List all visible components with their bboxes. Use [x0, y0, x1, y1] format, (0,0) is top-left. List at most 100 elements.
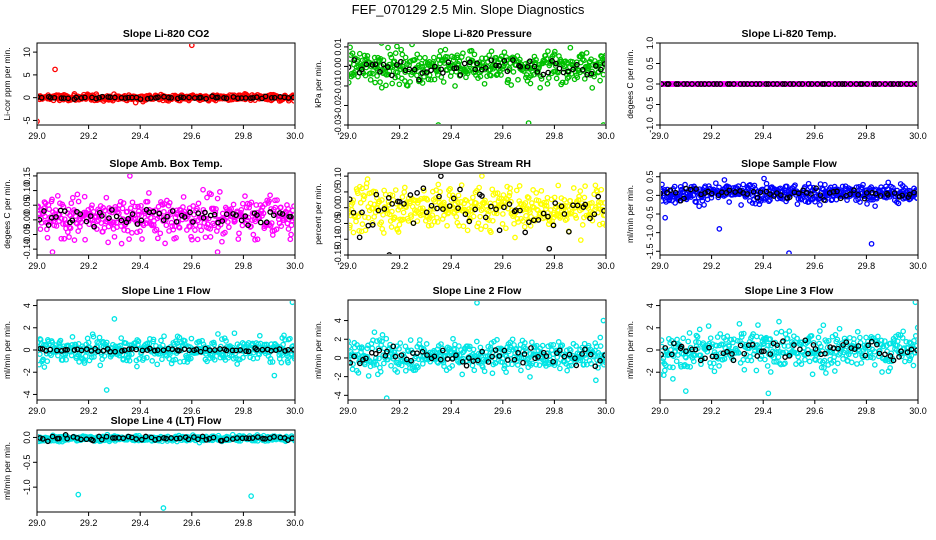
point-all [455, 192, 462, 199]
point-all [544, 80, 551, 87]
point-mean [771, 193, 777, 199]
point-mean [535, 217, 542, 223]
point-all [509, 361, 515, 368]
point-outlier [474, 301, 480, 306]
point-mean [714, 81, 720, 87]
point-all [176, 224, 183, 231]
point-mean [744, 191, 751, 197]
point-all [135, 208, 142, 215]
point-mean [257, 219, 264, 226]
point-all [545, 48, 551, 55]
point-mean [796, 81, 802, 87]
point-all [551, 51, 557, 58]
y-tick-label: 0.5 [645, 170, 655, 183]
point-mean [211, 347, 218, 353]
point-mean [137, 96, 144, 102]
point-all [601, 59, 605, 66]
point-mean [392, 353, 399, 360]
point-mean [202, 209, 208, 216]
point-mean [396, 198, 403, 205]
point-mean [482, 214, 489, 221]
point-mean [579, 351, 585, 357]
point-all [491, 200, 498, 207]
point-all [129, 199, 136, 206]
panel-title: Slope Li-820 Pressure [422, 28, 532, 40]
point-all [374, 338, 380, 344]
point-all [486, 52, 493, 59]
point-mean [363, 61, 370, 68]
point-mean [861, 195, 868, 202]
point-all [46, 206, 53, 213]
point-all [494, 336, 500, 343]
point-all [387, 51, 394, 58]
point-all [380, 211, 386, 218]
y-tick-label: -0.5 [645, 206, 655, 222]
point-mean [710, 81, 717, 87]
panel-title: Slope Line 1 Flow [122, 285, 212, 297]
point-mean [774, 342, 780, 349]
point-mean [99, 213, 105, 219]
point-all [371, 54, 378, 61]
point-mean [782, 81, 788, 87]
point-all [501, 49, 508, 56]
point-mean [908, 81, 914, 87]
point-mean [178, 94, 184, 101]
point-mean [528, 345, 534, 351]
point-mean [741, 350, 748, 357]
point-all [274, 197, 280, 203]
point-all [374, 73, 380, 79]
point-all [582, 183, 588, 190]
point-all [534, 206, 540, 213]
point-mean [118, 217, 125, 224]
point-all [185, 213, 191, 220]
point-all [717, 350, 724, 357]
point-all [361, 193, 368, 200]
x-tick-label: 29.4 [442, 261, 460, 271]
point-mean [472, 66, 479, 73]
point-all [291, 203, 294, 210]
point-mean [597, 66, 604, 73]
point-mean [601, 61, 605, 67]
point-mean [369, 222, 376, 228]
point-all [581, 57, 587, 64]
plot-frame [347, 42, 607, 126]
point-all [792, 182, 798, 189]
point-all [777, 349, 783, 355]
point-all [597, 334, 604, 341]
point-mean [882, 81, 889, 87]
point-all [735, 350, 742, 356]
point-all [764, 363, 771, 369]
point-all [388, 54, 395, 61]
point-all [129, 229, 135, 236]
point-all [778, 328, 785, 335]
point-mean [774, 81, 780, 87]
point-all [880, 343, 887, 350]
point-all [767, 369, 774, 375]
point-all [470, 194, 476, 201]
point-all [111, 219, 117, 226]
point-all [664, 186, 671, 193]
point-mean [814, 81, 821, 87]
point-all [71, 237, 78, 243]
point-mean [517, 207, 523, 214]
x-tick-label: 29.4 [754, 131, 772, 141]
point-mean [868, 338, 875, 345]
point-mean [859, 81, 865, 87]
point-all [798, 361, 805, 367]
point-outlier [600, 122, 605, 124]
point-mean [53, 214, 59, 220]
point-mean [851, 346, 858, 353]
point-mean [556, 347, 563, 354]
point-mean [668, 351, 675, 358]
point-outlier [716, 226, 723, 232]
point-all [38, 351, 43, 358]
point-all [522, 340, 528, 346]
point-mean [77, 211, 84, 218]
point-mean [168, 95, 175, 101]
point-all [419, 63, 425, 70]
point-all [398, 46, 405, 53]
point-mean [462, 211, 469, 218]
point-all [144, 354, 150, 361]
point-all [181, 358, 187, 365]
point-mean [895, 81, 901, 87]
